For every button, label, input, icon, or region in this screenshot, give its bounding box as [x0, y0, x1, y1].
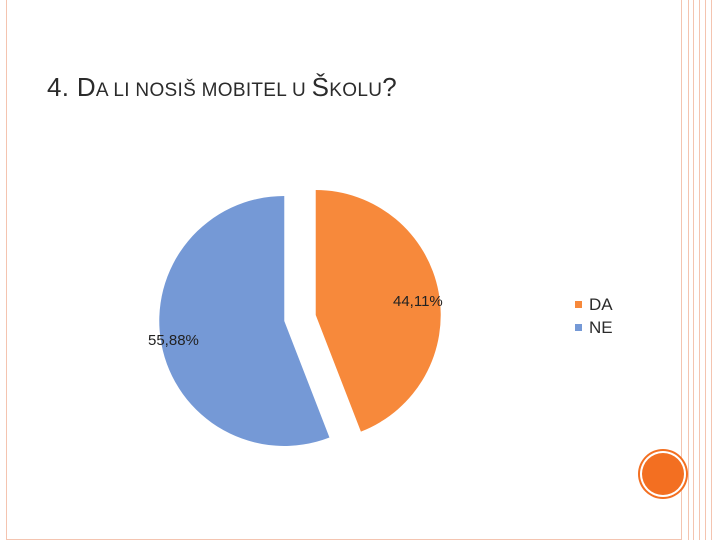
decorative-stripe: [705, 0, 706, 540]
legend-item-da: DA: [575, 293, 613, 316]
slide-title: 4. DA LI NOSIŠ MOBITEL U ŠKOLU?: [47, 72, 397, 103]
legend-item-ne: NE: [575, 316, 613, 339]
data-label-da: 44,11%: [393, 293, 443, 310]
pie-slice-ne: [159, 195, 330, 446]
pie-slice-da: [315, 190, 441, 432]
title-cap-d: D: [76, 72, 96, 102]
legend-label-da: DA: [589, 294, 613, 314]
decorative-stripe: [699, 0, 700, 540]
title-small-words: LI NOSIŠ MOBITEL U: [107, 80, 312, 101]
data-label-ne: 55,88%: [148, 332, 199, 349]
title-question-mark: ?: [382, 72, 397, 102]
decorative-stripe: [711, 0, 712, 540]
legend-swatch-ne: [575, 324, 582, 331]
title-prefix: 4.: [47, 72, 77, 102]
decorative-stripe: [693, 0, 694, 540]
chart-legend: DA NE: [575, 293, 613, 339]
title-cap-s: Š: [311, 72, 330, 102]
title-small-a: A: [95, 80, 108, 101]
decorative-orb: [640, 451, 686, 497]
legend-swatch-da: [575, 301, 582, 308]
legend-label-ne: NE: [589, 317, 613, 337]
decorative-stripe: [688, 0, 689, 540]
title-small-kolu: KOLU: [329, 80, 383, 101]
